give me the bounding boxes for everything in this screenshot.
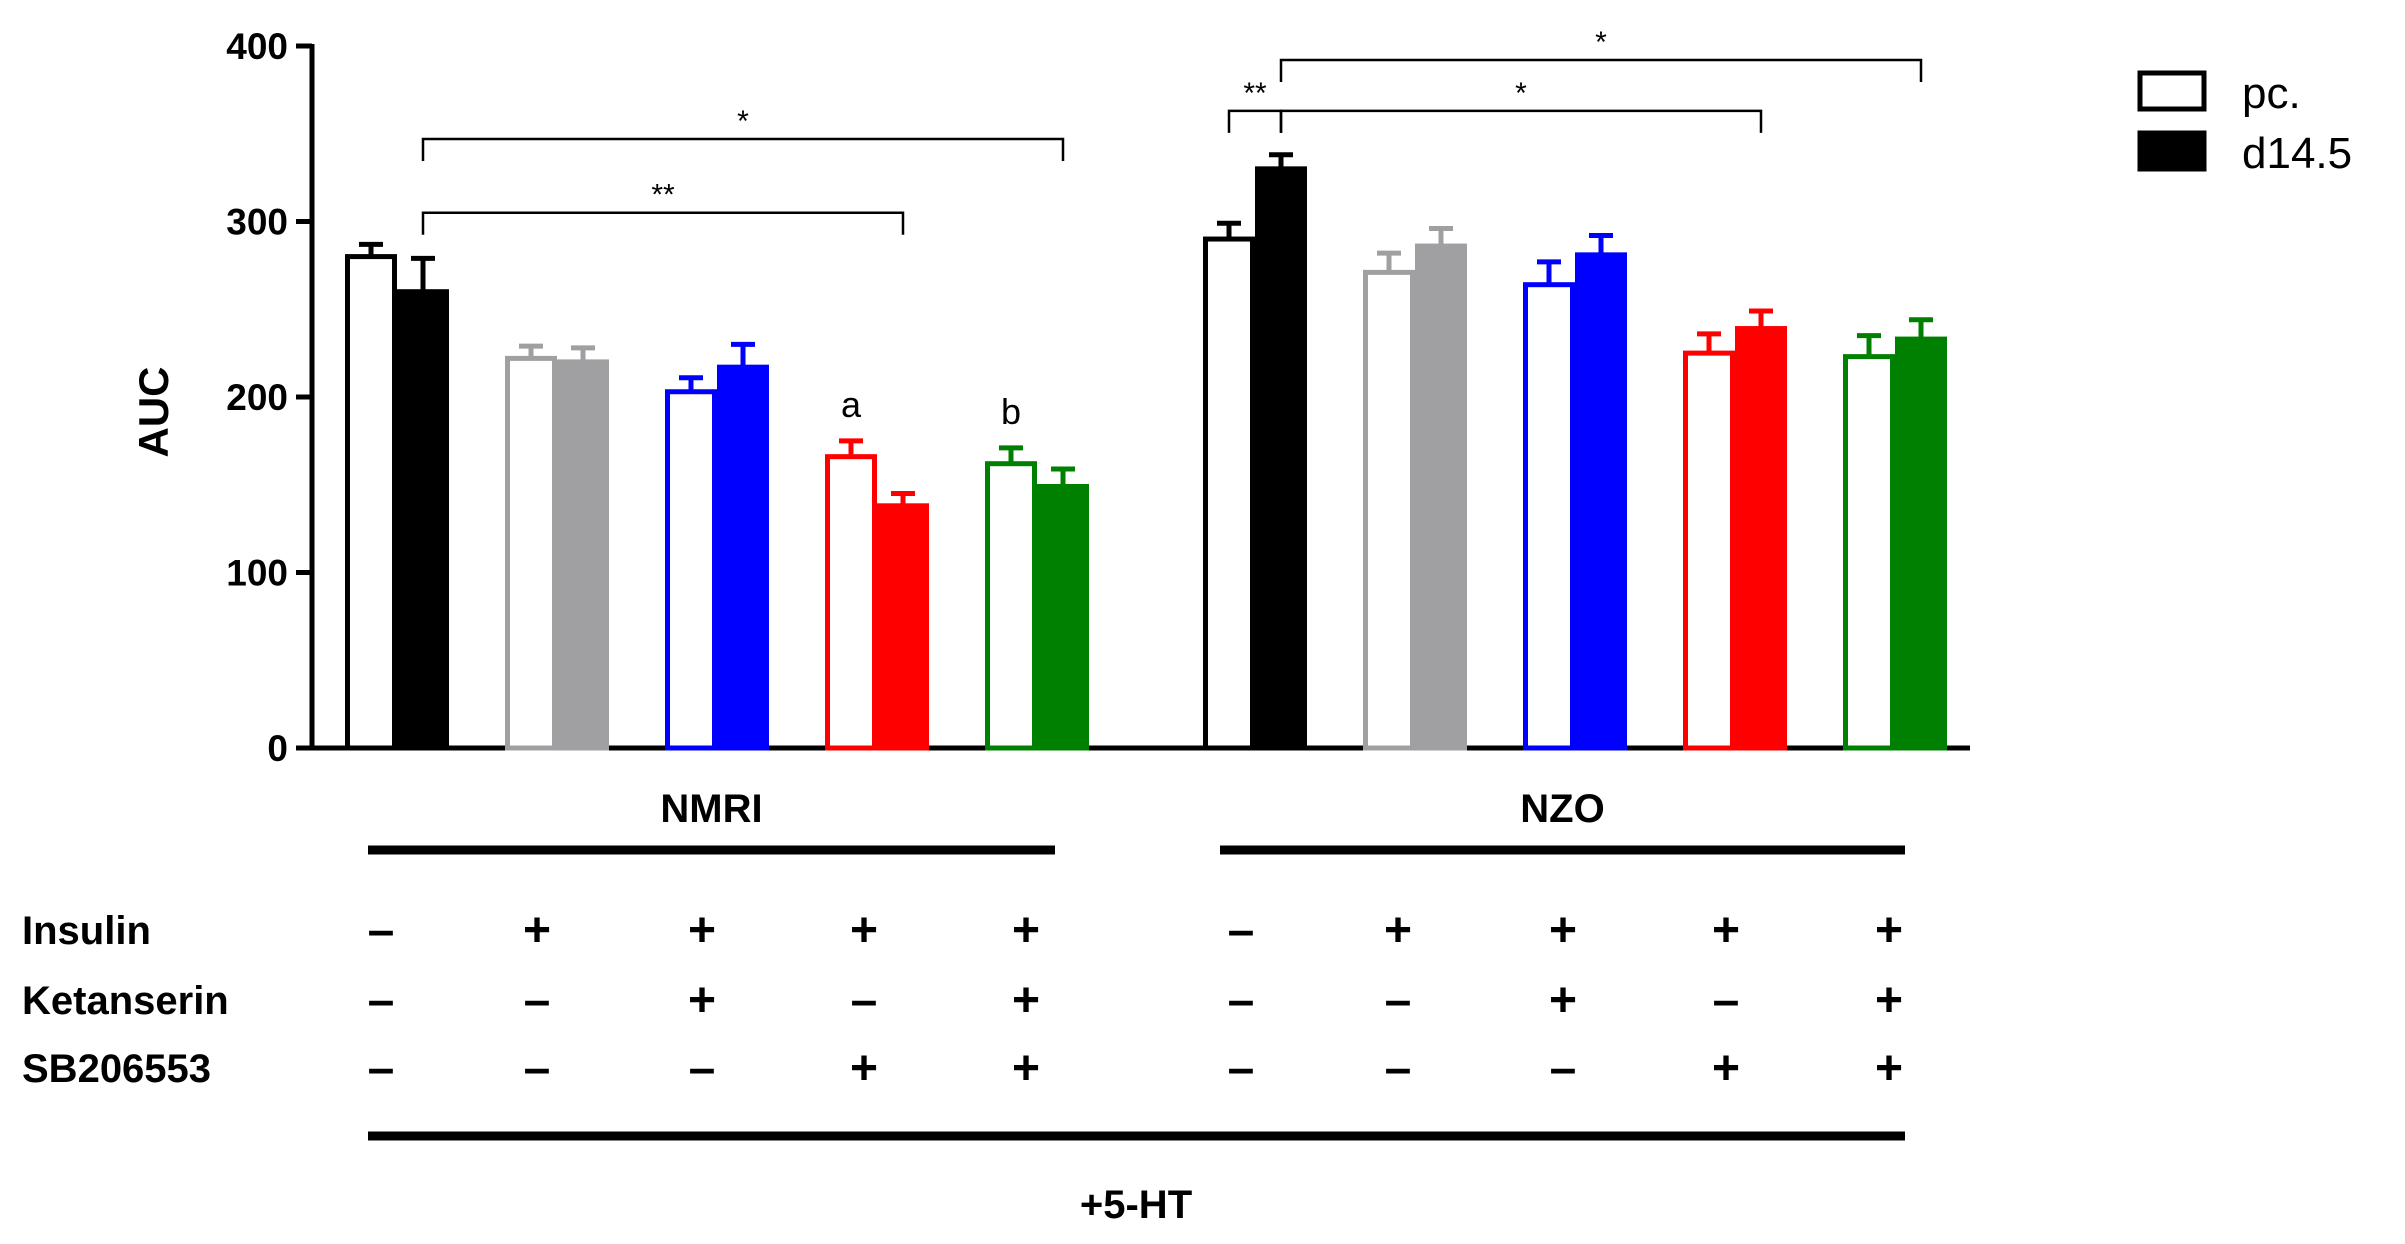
- treatment-sign: –: [1228, 1042, 1255, 1095]
- treatment-sign: +: [1712, 1042, 1740, 1095]
- legend-label: d14.5: [2242, 129, 2352, 178]
- significance-label: **: [1243, 77, 1267, 110]
- treatment-sign: –: [1385, 1042, 1412, 1095]
- bar-pc: [1683, 350, 1735, 751]
- treatment-label: Ketanserin: [22, 979, 229, 1023]
- bars: [345, 152, 1947, 751]
- bar-d14-5: [877, 503, 929, 751]
- bar-d14-5: [397, 289, 449, 751]
- treatment-sign: –: [368, 1042, 395, 1095]
- treatment-sign: +: [1012, 974, 1040, 1027]
- treatment-sign: +: [523, 904, 551, 957]
- legend-swatch-pc: [2137, 70, 2207, 112]
- treatment-sign: +: [850, 1042, 878, 1095]
- treatment-table: NMRI NZO Insulin – + + + + – + + + + Ketanserin – – + – + –…: [22, 787, 1905, 1227]
- treatment-sign: –: [1228, 974, 1255, 1027]
- y-tick-label: 300: [226, 202, 288, 243]
- treatment-sign: –: [524, 974, 551, 1027]
- treatment-sign: +: [1012, 904, 1040, 957]
- bar-pc: [345, 254, 397, 751]
- treatment-sign: –: [1385, 974, 1412, 1027]
- y-tick-label: 100: [226, 553, 288, 594]
- group-label: NZO: [1520, 787, 1604, 831]
- bar-pc: [1363, 269, 1415, 751]
- treatment-sign: +: [1875, 904, 1903, 957]
- significance-bracket: [421, 137, 1065, 162]
- legend-swatch-d14-5: [2137, 130, 2207, 172]
- bar-pc: [985, 461, 1037, 751]
- significance-bracket: [1227, 109, 1283, 133]
- y-tick-label: 200: [226, 377, 288, 418]
- bar-pc: [825, 454, 877, 751]
- significance-label: **: [651, 179, 675, 212]
- significance-annotations: a b***** **: [421, 26, 1923, 432]
- treatment-sign: +: [688, 904, 716, 957]
- treatment-sign: –: [368, 904, 395, 957]
- bar-pc: [1523, 282, 1575, 751]
- treatment-sign: +: [1549, 904, 1577, 957]
- bar-d14-5: [1037, 484, 1089, 751]
- treatment-sign: +: [1712, 904, 1740, 957]
- treatment-label: SB206553: [22, 1047, 211, 1091]
- treatment-footer-label: +5-HT: [1080, 1183, 1192, 1227]
- bar-d14-5: [557, 359, 609, 751]
- bar-pc: [505, 355, 557, 751]
- significance-letter: b: [1001, 391, 1021, 432]
- bar-d14-5: [1415, 243, 1467, 751]
- legend: pc. d14.5: [2137, 69, 2352, 178]
- significance-label: *: [1595, 26, 1607, 59]
- bar-d14-5: [717, 364, 769, 751]
- bar-d14-5: [1255, 166, 1307, 751]
- group-label: NMRI: [660, 787, 762, 831]
- significance-letter: a: [841, 384, 862, 425]
- significance-bracket: [1279, 58, 1923, 83]
- bar-d14-5: [1735, 326, 1787, 751]
- treatment-sign: –: [689, 1042, 716, 1095]
- treatment-sign: –: [368, 974, 395, 1027]
- bar-pc: [1203, 236, 1255, 751]
- significance-bracket: [1279, 109, 1763, 133]
- bar-pc: [1843, 354, 1895, 751]
- legend-label: pc.: [2242, 69, 2301, 118]
- treatment-sign: +: [688, 974, 716, 1027]
- y-tick-label: 400: [226, 26, 288, 67]
- treatment-sign: –: [524, 1042, 551, 1095]
- treatment-sign: +: [850, 904, 878, 957]
- treatment-sign: –: [1550, 1042, 1577, 1095]
- y-axis-title: AUC: [130, 367, 177, 458]
- treatment-label: Insulin: [22, 909, 151, 953]
- treatment-sign: –: [1713, 974, 1740, 1027]
- treatment-sign: –: [851, 974, 878, 1027]
- treatment-sign: +: [1012, 1042, 1040, 1095]
- treatment-sign: +: [1549, 974, 1577, 1027]
- bar-d14-5: [1575, 252, 1627, 751]
- bar-pc: [665, 389, 717, 751]
- significance-bracket: [421, 211, 905, 235]
- treatment-sign: +: [1384, 904, 1412, 957]
- treatment-sign: –: [1228, 904, 1255, 957]
- y-tick-label: 0: [267, 728, 288, 769]
- bar-d14-5: [1895, 336, 1947, 751]
- significance-label: *: [1515, 77, 1527, 110]
- treatment-sign: +: [1875, 974, 1903, 1027]
- treatment-sign: +: [1875, 1042, 1903, 1095]
- significance-label: *: [737, 105, 749, 138]
